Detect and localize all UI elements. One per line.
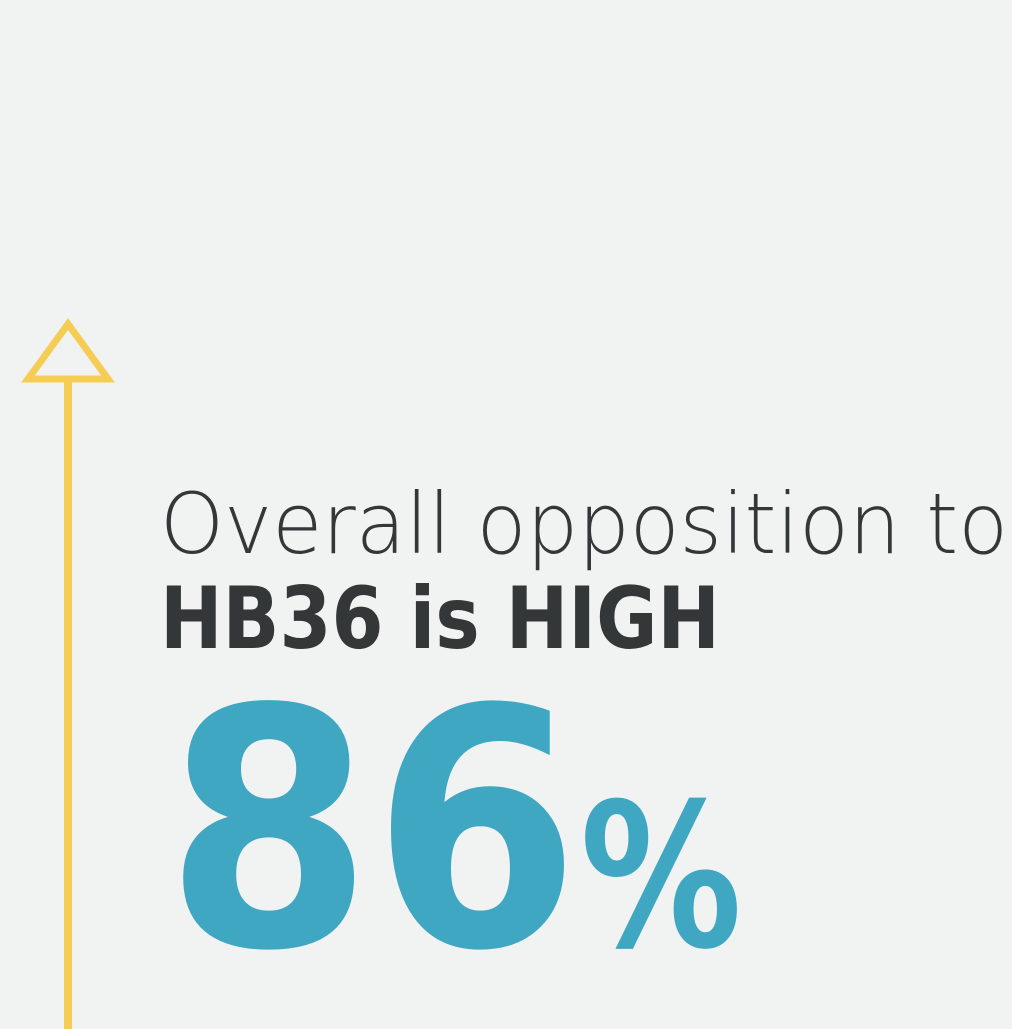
headline-line2: HB36 is HIGH — [160, 569, 720, 669]
stat-unit: % — [580, 761, 742, 994]
headline-line1: Overall opposition to — [160, 475, 1008, 573]
stat-number: 86 — [165, 639, 580, 1023]
arrow-head — [21, 318, 115, 383]
